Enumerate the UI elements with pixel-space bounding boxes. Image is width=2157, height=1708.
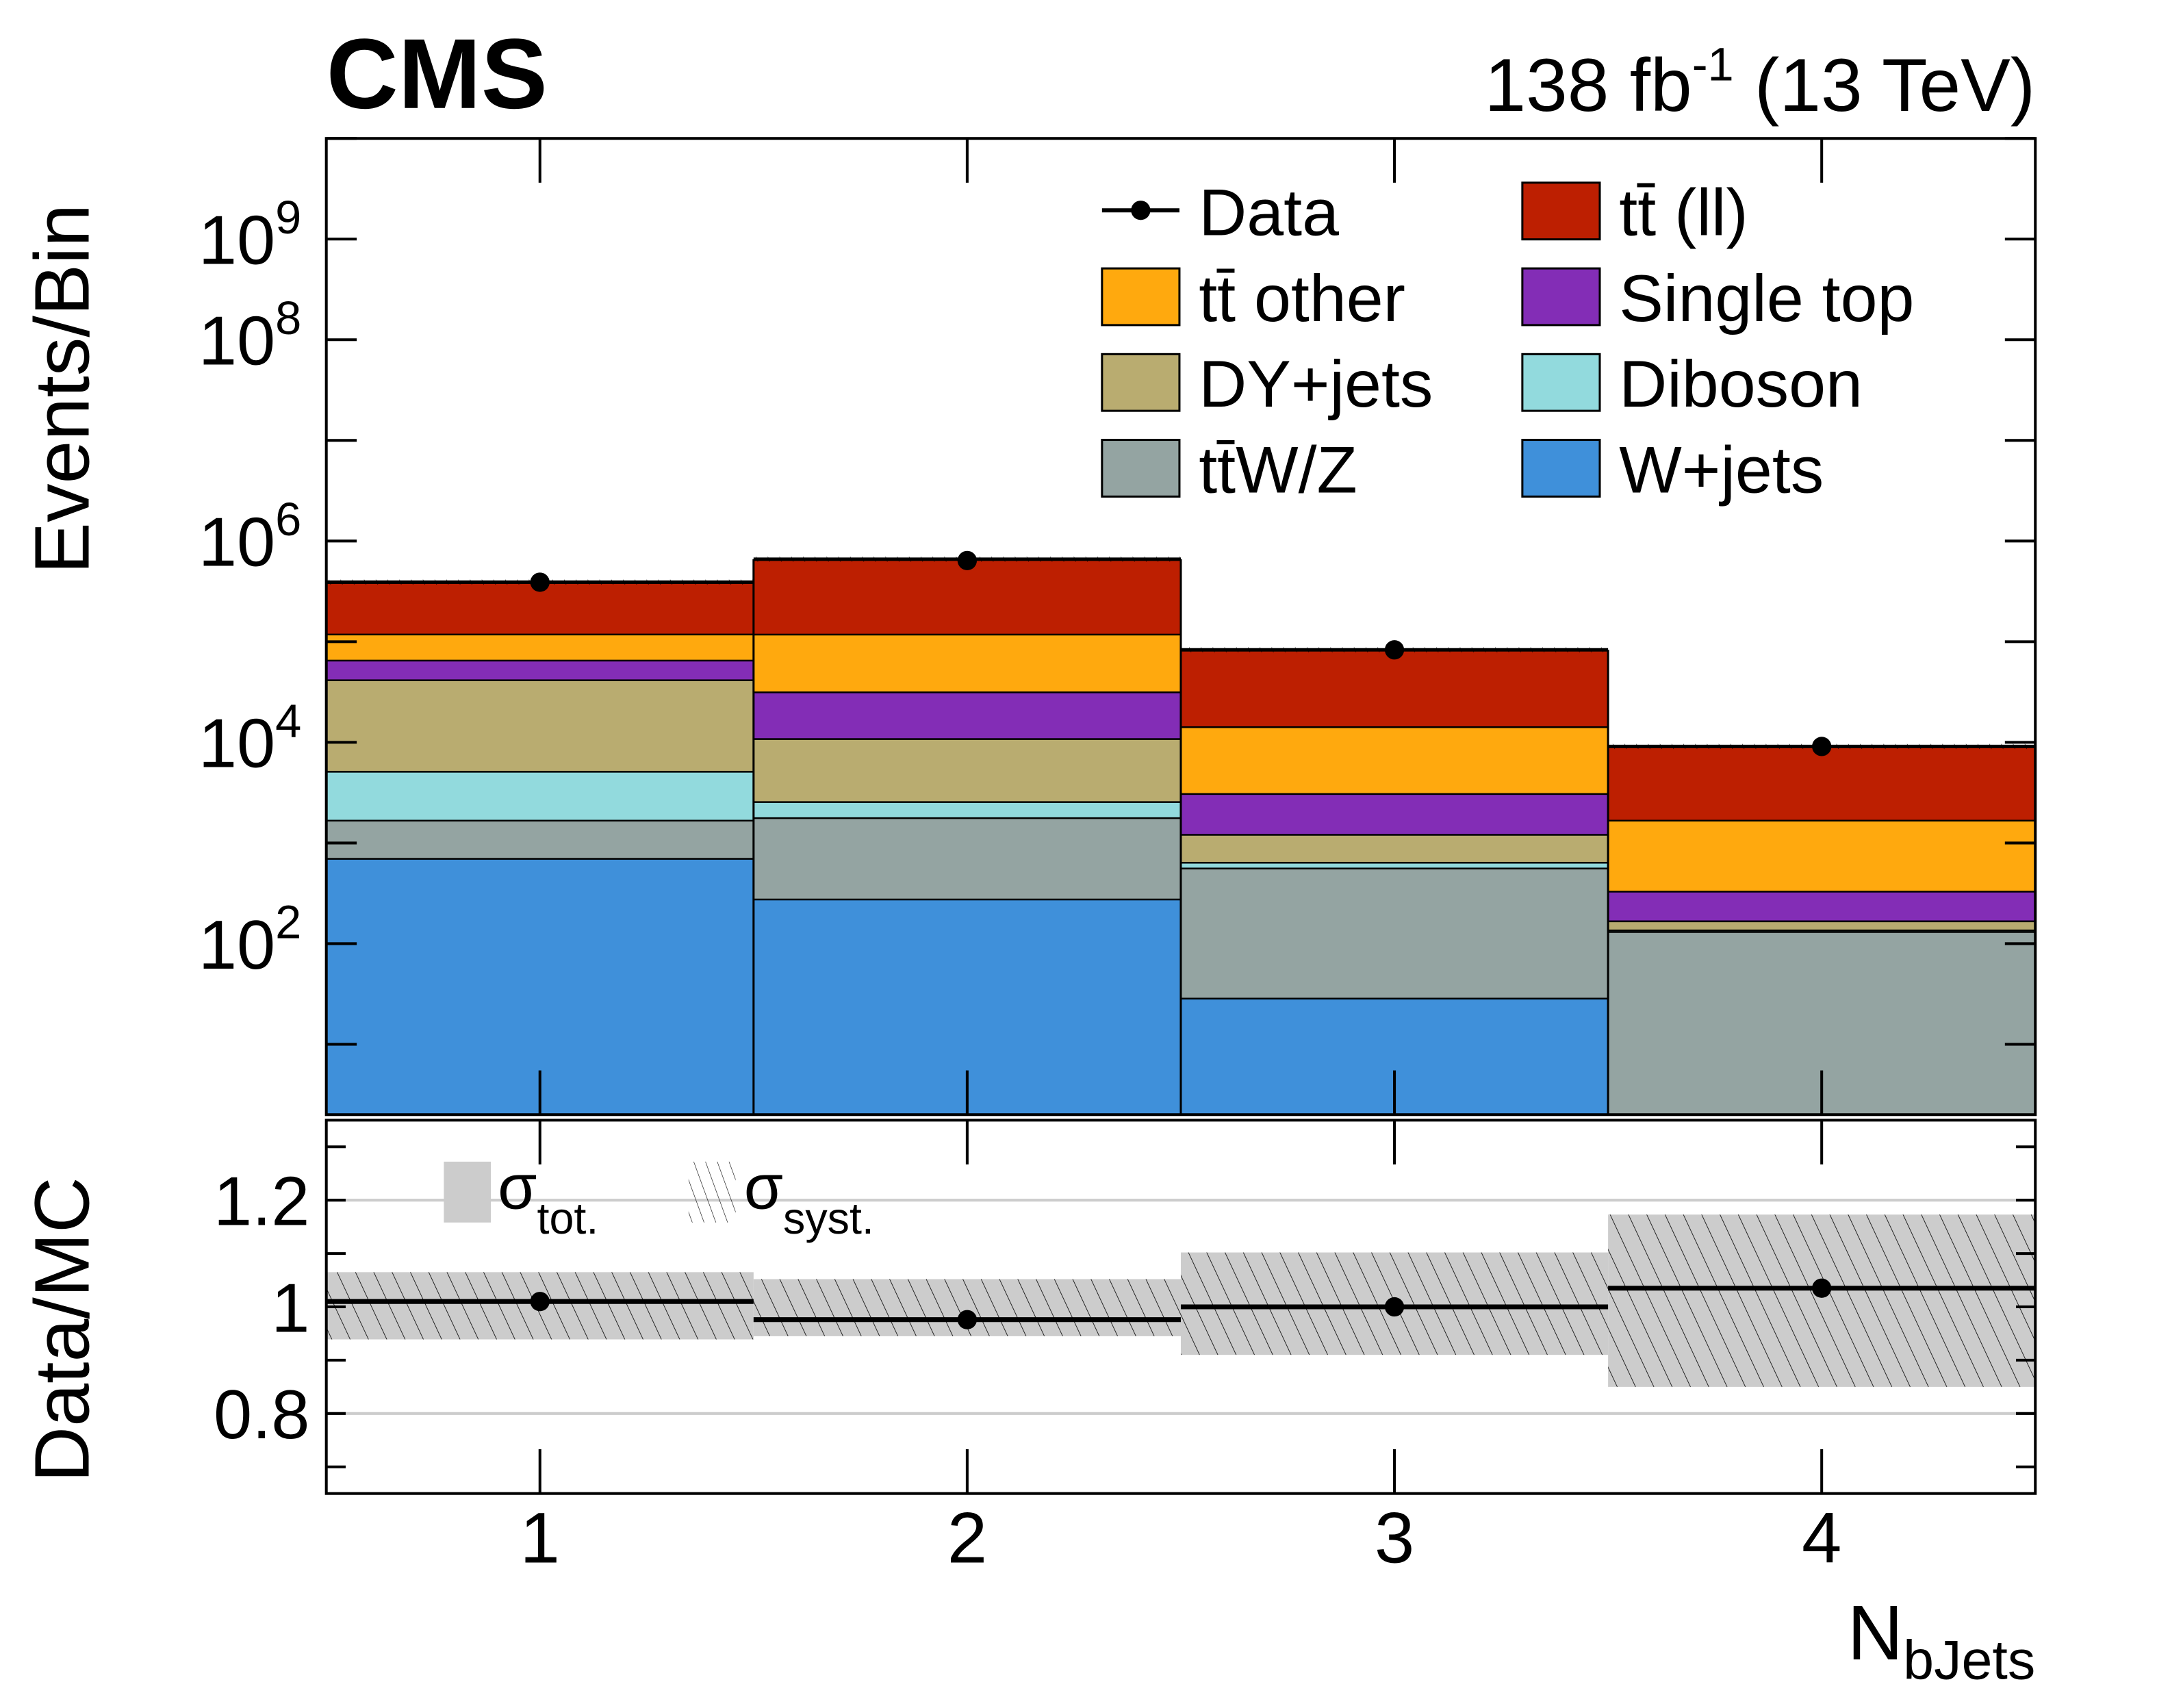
- stack-bar: [1180, 793, 1609, 834]
- x-tick-label: 2: [947, 1499, 987, 1579]
- legend-swatch: [1521, 181, 1601, 241]
- legend-swatch: [1101, 439, 1181, 498]
- stack-bar: [753, 738, 1181, 802]
- legend-label: tt̄ other: [1199, 261, 1405, 335]
- ratio-point: [1812, 1278, 1832, 1298]
- legend-syst-label: σsyst.: [744, 1151, 874, 1243]
- stack-bar: [753, 801, 1181, 817]
- stack-bar: [753, 633, 1181, 692]
- legend-swatch: [1101, 353, 1181, 412]
- legend-swatch: [1521, 353, 1601, 412]
- legend-swatch: [1521, 439, 1601, 498]
- ratio-y-tick-label: 1: [271, 1270, 309, 1347]
- stack-bar: [326, 633, 754, 660]
- ratio-point: [957, 1310, 978, 1329]
- stack-bar: [1180, 726, 1609, 793]
- stack-bar: [326, 771, 754, 820]
- ratio-point: [1384, 1297, 1405, 1317]
- x-tick-label: 3: [1375, 1499, 1414, 1579]
- ratio-plot: 1 2 3 4 0.8 1 1.2 σtot. σsyst.: [214, 1119, 2037, 1579]
- stack-bar: [753, 691, 1181, 739]
- ratio-y-axis-label: Data/MC: [18, 1177, 105, 1482]
- legend-label: tt̄ (ll): [1619, 175, 1748, 250]
- stack-bar: [1180, 867, 1609, 998]
- data-point: [530, 572, 550, 592]
- stack-bar: [1180, 862, 1609, 868]
- data-point: [957, 550, 978, 570]
- lumi-label: 138 fb-1 (13 TeV): [1484, 38, 2035, 127]
- data-point: [1384, 640, 1405, 660]
- stack-bar: [1608, 746, 2036, 820]
- legend-label: Diboson: [1619, 346, 1863, 421]
- y-tick-label: 106: [199, 493, 302, 581]
- ratio-y-tick-label: 1.2: [214, 1164, 309, 1240]
- x-tick-label: 1: [520, 1499, 560, 1579]
- legend-tot-swatch: [444, 1161, 492, 1223]
- stack-bar: [1180, 650, 1609, 726]
- legend-swatch: [1101, 267, 1181, 327]
- x-axis-label: NbJets: [1847, 1590, 2035, 1691]
- stack-bar: [1608, 891, 2036, 921]
- stack-bar: [1608, 920, 2036, 930]
- main-plot: 102 104 106 108 109 Data tt̄ (ll) tt̄ other Sing…: [199, 137, 2037, 1117]
- plot-frame: [324, 137, 2037, 1117]
- y-tick-label: 109: [199, 191, 302, 279]
- legend-swatch: [1521, 267, 1601, 327]
- y-tick-label: 102: [199, 895, 302, 983]
- ratio-y-tick-label: 0.8: [214, 1377, 309, 1453]
- stack-bar: [326, 659, 754, 680]
- stack-bar: [326, 819, 754, 858]
- stack-bar: [753, 559, 1181, 634]
- legend-label: Single top: [1619, 261, 1914, 335]
- legend-syst-swatch: [688, 1161, 736, 1223]
- stack-bar: [1608, 819, 2036, 891]
- y-tick-label: 108: [199, 292, 302, 379]
- ratio-point: [530, 1292, 550, 1312]
- y-axis-label: Events/Bin: [18, 204, 105, 574]
- stack-bar: [753, 817, 1181, 899]
- legend-data-marker: [1131, 201, 1151, 220]
- stack-bar: [326, 679, 754, 772]
- legend-label: W+jets: [1619, 432, 1824, 507]
- legend-label: DY+jets: [1199, 346, 1433, 421]
- legend-tot-label: σtot.: [498, 1151, 598, 1243]
- y-tick-label: 104: [199, 694, 302, 782]
- legend-label: Data: [1199, 175, 1339, 250]
- experiment-label: CMS: [327, 18, 548, 129]
- syst-uncertainty-band: [1608, 1214, 2036, 1387]
- data-point: [1812, 737, 1832, 756]
- x-tick-label: 4: [1802, 1499, 1841, 1579]
- stack-bar: [1180, 834, 1609, 863]
- legend-label: tt̄W/Z: [1199, 432, 1357, 507]
